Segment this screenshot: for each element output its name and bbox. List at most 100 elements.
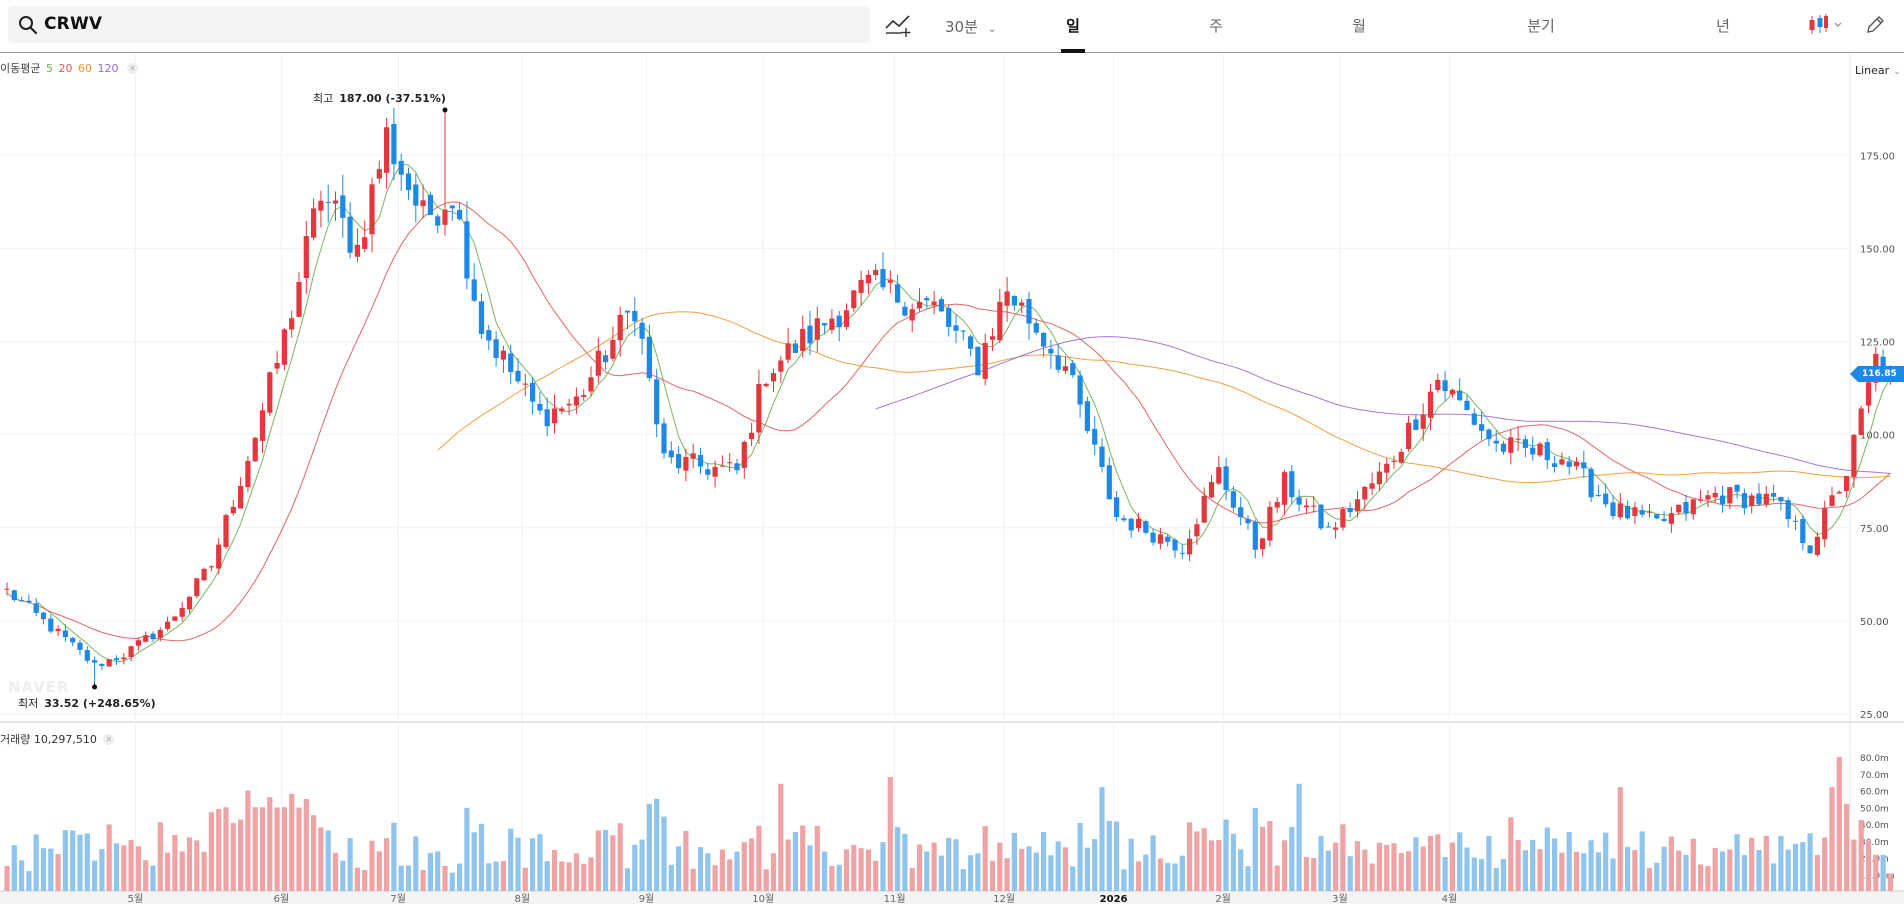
volume-bar	[1114, 821, 1120, 891]
close-icon[interactable]: ✕	[126, 63, 138, 74]
volume-bar	[62, 830, 68, 891]
candle-body	[464, 221, 470, 279]
volume-bar	[128, 840, 134, 891]
volume-bar	[347, 838, 353, 891]
candle-body	[1033, 323, 1039, 333]
candle-body	[1296, 497, 1302, 505]
volume-bar	[384, 838, 390, 891]
volume-bar	[1398, 852, 1404, 891]
candle-body	[92, 660, 98, 663]
candle-body	[362, 237, 368, 249]
candle-body	[873, 270, 879, 276]
candle-body	[895, 284, 901, 303]
volume-bar	[230, 823, 236, 891]
search-box[interactable]: CRWV	[8, 6, 870, 43]
volume-bars	[4, 757, 1893, 891]
candle-body	[99, 663, 105, 666]
date-tick-label: 4월	[1442, 893, 1458, 904]
candle-body	[763, 383, 769, 387]
volume-bar	[1384, 844, 1390, 891]
volume-bar	[1201, 828, 1207, 891]
candle-body	[143, 635, 149, 642]
candle-body	[1281, 472, 1288, 505]
volume-bar	[1121, 869, 1127, 891]
tab-week[interactable]: 주	[1209, 17, 1223, 35]
candle-body	[1508, 437, 1514, 453]
price-tick-label: 175.00	[1860, 151, 1895, 162]
volume-bar	[1552, 838, 1558, 891]
volume-bar	[851, 844, 857, 891]
candle-body	[982, 342, 988, 379]
candle-body	[829, 318, 835, 330]
volume-bar	[727, 859, 733, 891]
date-tick-label: 8월	[515, 893, 531, 904]
volume-bar	[741, 842, 747, 891]
volume-bar	[1033, 852, 1039, 891]
candle-body	[807, 325, 813, 344]
volume-bar	[471, 832, 477, 891]
pencil-icon[interactable]	[1864, 14, 1886, 36]
candle-body	[654, 379, 660, 425]
tab-day[interactable]: 일	[1066, 17, 1080, 35]
candle-body	[1369, 483, 1375, 489]
ma-60-line	[437, 311, 1891, 484]
candle-body	[624, 310, 631, 313]
volume-bar	[1508, 817, 1514, 891]
volume-bar	[1822, 837, 1828, 891]
candle-body	[113, 658, 120, 660]
volume-bar	[1515, 840, 1521, 891]
volume-bar	[1413, 837, 1419, 891]
volume-bar	[1092, 839, 1098, 891]
candle-body	[1318, 504, 1324, 529]
candle-body	[1763, 493, 1769, 505]
ticker-input-value[interactable]: CRWV	[44, 14, 103, 34]
candle-body	[150, 633, 156, 640]
volume-bar	[223, 807, 229, 891]
chart-indicator-add-icon[interactable]	[884, 12, 912, 38]
scale-select[interactable]: Linear ⌄	[1855, 64, 1901, 77]
candle-body	[916, 302, 923, 309]
volume-bar	[588, 857, 594, 891]
candle-body	[391, 123, 397, 165]
volume-bar	[953, 839, 959, 891]
candle-body	[1712, 492, 1718, 498]
chart-grid	[0, 54, 1904, 904]
candle-body	[719, 465, 725, 467]
volume-bar	[1449, 842, 1455, 891]
volume-bar	[632, 844, 638, 891]
volume-bar	[1792, 843, 1799, 891]
close-icon[interactable]: ✕	[103, 734, 115, 745]
volume-bar	[1325, 850, 1331, 891]
candle-body	[435, 216, 441, 226]
candle-body	[1376, 471, 1382, 485]
candle-body	[194, 578, 200, 597]
candle-body	[975, 346, 981, 376]
candle-body	[1573, 461, 1580, 467]
candle-body	[186, 596, 193, 610]
candle-body	[1354, 499, 1361, 512]
interval-select[interactable]: 30분 ⌄	[945, 16, 996, 37]
volume-bar	[413, 836, 419, 891]
candle-body	[1785, 500, 1791, 520]
candle-body	[515, 370, 521, 382]
volume-bar	[1683, 854, 1689, 891]
volume-bar	[1223, 819, 1229, 891]
volume-bar	[1216, 840, 1222, 891]
tab-quarter[interactable]: 분기	[1527, 17, 1555, 35]
candle-body	[500, 350, 506, 360]
candle-body	[252, 437, 258, 462]
volume-bar	[1303, 856, 1309, 891]
candle-body	[1829, 495, 1835, 506]
candle-body	[427, 194, 433, 215]
volume-bar	[1595, 852, 1601, 891]
candlestick-icon[interactable]	[1806, 13, 1846, 37]
volume-bar	[1836, 757, 1842, 891]
volume-bar	[1771, 863, 1777, 891]
candle-body	[1274, 501, 1280, 508]
volume-bar	[259, 807, 266, 891]
tab-year[interactable]: 년	[1716, 17, 1730, 35]
price-tick-label: 125.00	[1860, 338, 1895, 349]
tab-month[interactable]: 월	[1352, 17, 1366, 35]
ma-120-line	[875, 336, 1891, 474]
